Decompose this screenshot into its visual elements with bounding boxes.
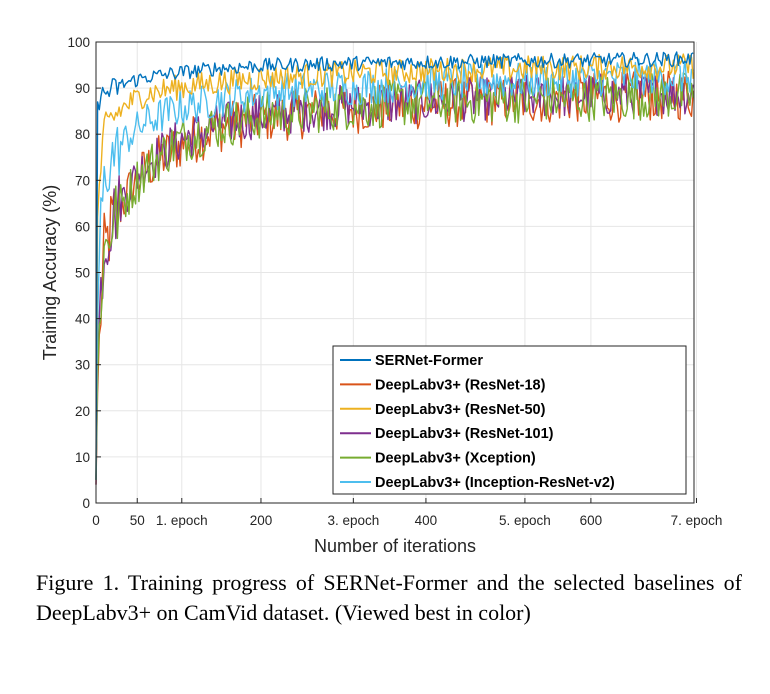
x-axis-label: Number of iterations [314, 536, 476, 556]
y-tick-label: 20 [75, 404, 90, 419]
y-tick-label: 90 [75, 81, 90, 96]
x-tick-label: 400 [415, 513, 438, 528]
legend-label: DeepLabv3+ (ResNet-50) [375, 402, 546, 418]
x-tick-label: 200 [250, 513, 273, 528]
x-tick-label: 7. epoch [671, 513, 723, 528]
series-line [95, 53, 694, 480]
series-line [95, 72, 694, 485]
legend-label: SERNet-Former [375, 353, 483, 369]
series-line [95, 51, 694, 480]
y-axis-label: Training Accuracy (%) [40, 185, 60, 360]
y-tick-label: 50 [75, 266, 90, 281]
x-tick-label: 1. epoch [156, 513, 208, 528]
y-tick-label: 70 [75, 173, 90, 188]
y-tick-label: 40 [75, 312, 90, 327]
legend: SERNet-Former DeepLabv3+ (ResNet-18) DeepL… [332, 345, 687, 495]
x-tick-label: 0 [92, 513, 100, 528]
y-tick-label: 100 [67, 35, 90, 50]
y-tick-label: 0 [82, 496, 90, 511]
y-tick-label: 60 [75, 219, 90, 234]
legend-label: DeepLabv3+ (ResNet-18) [375, 377, 546, 393]
x-tick-label: 50 [130, 513, 145, 528]
legend-label: DeepLabv3+ (Xception) [375, 451, 536, 467]
legend-label: DeepLabv3+ (Inception-ResNet-v2) [375, 475, 615, 491]
legend-label: DeepLabv3+ (ResNet-101) [375, 426, 554, 442]
x-tick-label: 600 [580, 513, 603, 528]
training-accuracy-chart: 0 50 1. epoch 200 3. epoch 400 5. epoch 600 7. e… [40, 35, 722, 556]
x-axis-ticks: 0 50 1. epoch 200 3. epoch 400 5. epoch 600 7. e… [92, 498, 722, 528]
x-tick-label: 3. epoch [327, 513, 379, 528]
y-tick-label: 30 [75, 358, 90, 373]
legend-box [332, 345, 687, 495]
y-axis-ticks: 0 10 20 30 40 50 60 70 80 90 100 [67, 35, 101, 511]
plot-lines [95, 51, 694, 485]
x-tick-label: 5. epoch [499, 513, 551, 528]
figure-caption: Figure 1. Training progress of SERNet-Fo… [36, 570, 742, 625]
y-tick-label: 80 [75, 127, 90, 142]
y-tick-label: 10 [75, 450, 90, 465]
